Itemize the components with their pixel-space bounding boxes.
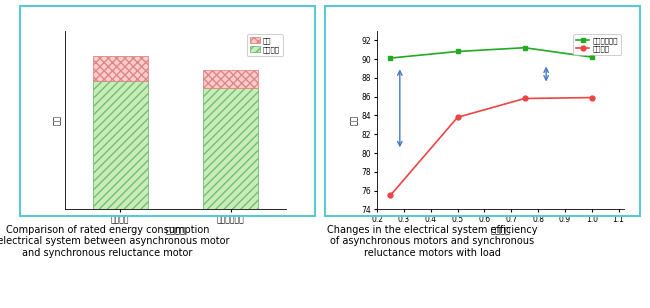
- 同步磁阻电机: [588, 55, 595, 59]
- Bar: [203, 88, 259, 209]
- 同步磁阻电机: [387, 56, 395, 60]
- Text: Changes in the electrical system efficiency
of asynchronous motors and synchrono: Changes in the electrical system efficie…: [327, 225, 538, 258]
- Legend: 同步磁阻电机, 异步电机: 同步磁阻电机, 异步电机: [573, 34, 621, 55]
- 异步电机: [521, 97, 528, 100]
- X-axis label: 电机类型: 电机类型: [166, 227, 185, 236]
- Y-axis label: 能耗: 能耗: [53, 115, 62, 125]
- 异步电机: [387, 193, 395, 197]
- X-axis label: 负载因数: 负载因数: [491, 227, 510, 236]
- 同步磁阻电机: [454, 50, 462, 53]
- Bar: [92, 81, 148, 209]
- Legend: 损耗, 输出能耗: 损耗, 输出能耗: [247, 34, 283, 56]
- 异步电机: [588, 96, 595, 99]
- 同步磁阻电机: [521, 46, 528, 50]
- Line: 异步电机: 异步电机: [388, 95, 594, 198]
- Text: Comparison of rated energy consumption
of electrical system between asynchronous: Comparison of rated energy consumption o…: [0, 225, 229, 258]
- Bar: [92, 56, 148, 81]
- 异步电机: [454, 116, 462, 119]
- Line: 同步磁阻电机: 同步磁阻电机: [388, 45, 594, 60]
- Y-axis label: 效率: 效率: [350, 115, 359, 125]
- Bar: [203, 70, 259, 88]
